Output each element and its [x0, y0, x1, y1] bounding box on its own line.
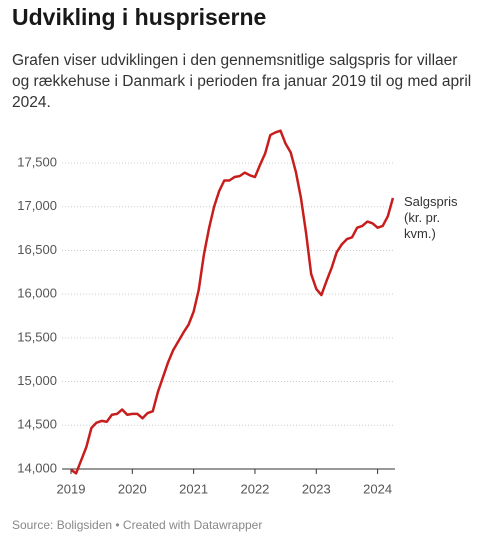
y-tick-label: 14,000 — [17, 460, 57, 475]
series-label: Salgspris (kr. pr. kvm.) — [404, 194, 474, 242]
x-tick-label: 2023 — [302, 481, 331, 496]
x-tick-label: 2020 — [118, 481, 147, 496]
source: Source: Boligsiden • Created with Datawr… — [12, 518, 262, 532]
plot: 14,000 14,500 15,000 15,500 16,000 16,500 17,0… — [0, 0, 484, 547]
x-tick-label: 2019 — [57, 481, 86, 496]
y-tick-label: 17,500 — [17, 154, 57, 169]
x-tick-label: 2021 — [179, 481, 208, 496]
y-tick-label: 15,000 — [17, 373, 57, 388]
x-tick-label: 2022 — [240, 481, 269, 496]
x-tick-label: 2024 — [363, 481, 392, 496]
line — [71, 131, 393, 474]
y-tick-label: 17,000 — [17, 198, 57, 213]
chart: Udvikling i huspriserne Grafen viser udv… — [0, 0, 484, 547]
y-tick-label: 15,500 — [17, 329, 57, 344]
y-tick-label: 16,000 — [17, 286, 57, 301]
y-tick-label: 16,500 — [17, 242, 57, 257]
y-tick-label: 14,500 — [17, 417, 57, 432]
